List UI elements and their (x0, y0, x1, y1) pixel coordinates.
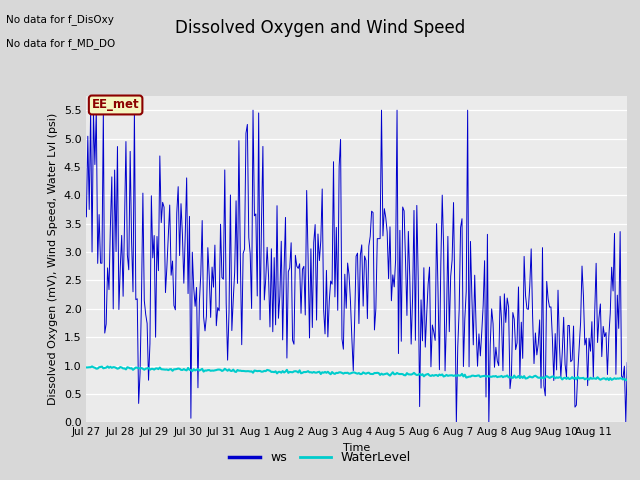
Text: No data for f_DisOxy: No data for f_DisOxy (6, 14, 115, 25)
Legend: ws, WaterLevel: ws, WaterLevel (224, 446, 416, 469)
Text: No data for f_MD_DO: No data for f_MD_DO (6, 38, 116, 49)
X-axis label: Time: Time (343, 443, 371, 453)
Y-axis label: Dissolved Oxygen (mV), Wind Speed, Water Lvl (psi): Dissolved Oxygen (mV), Wind Speed, Water… (48, 113, 58, 405)
Text: EE_met: EE_met (92, 98, 140, 111)
Text: Dissolved Oxygen and Wind Speed: Dissolved Oxygen and Wind Speed (175, 19, 465, 37)
